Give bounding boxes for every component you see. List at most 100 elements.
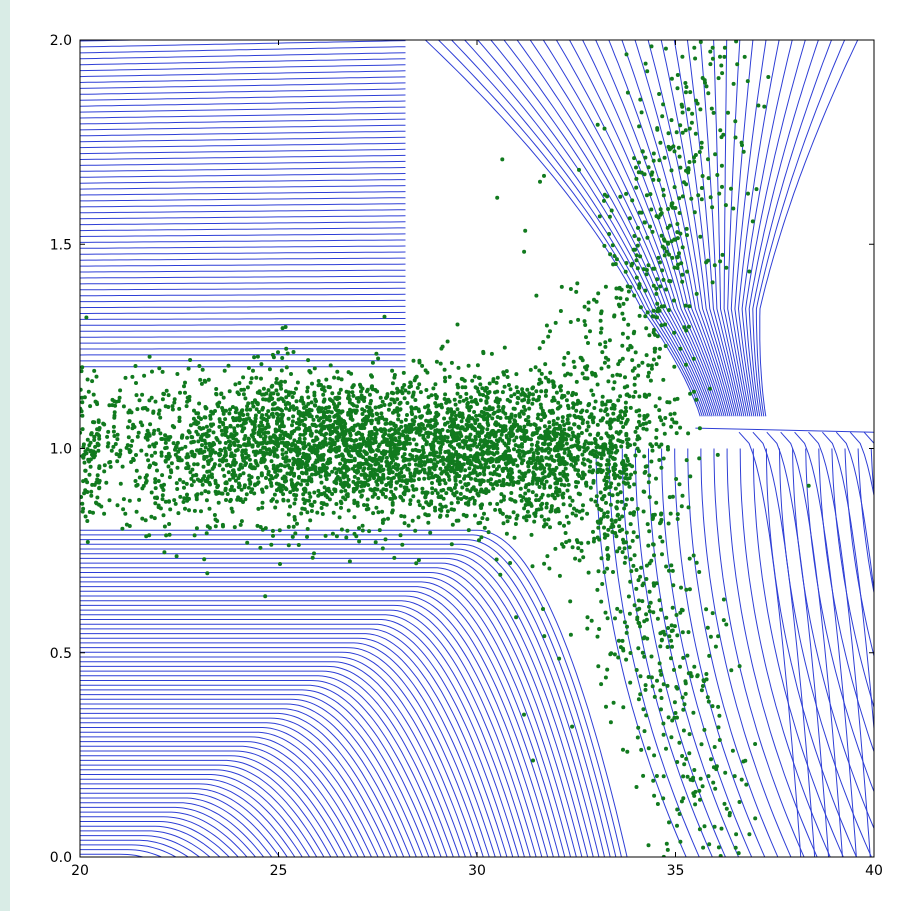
scatter-point-3622: [503, 429, 507, 433]
scatter-point-3478: [532, 422, 536, 426]
scatter-point-3050: [397, 435, 401, 439]
scatter-point-2530: [502, 495, 506, 499]
scatter-point-701: [167, 393, 171, 397]
scatter-point-30: [419, 390, 423, 394]
scatter-point-1959: [202, 557, 206, 561]
scatter-point-4151: [655, 315, 659, 319]
scatter-point-1120: [306, 358, 310, 362]
streamline-126: [425, 40, 700, 416]
scatter-point-4542: [638, 414, 642, 418]
scatter-point-4172: [652, 284, 656, 288]
scatter-point-4541: [680, 55, 684, 59]
scatter-point-4413: [658, 347, 662, 351]
scatter-point-4587: [596, 291, 600, 295]
scatter-point-4403: [677, 196, 681, 200]
scatter-point-3762: [504, 461, 508, 465]
scatter-point-289: [153, 451, 157, 455]
scatter-point-2396: [420, 364, 424, 368]
scatter-point-2669: [443, 376, 447, 380]
scatter-point-3576: [478, 479, 482, 483]
scatter-point-2915: [153, 501, 157, 505]
scatter-point-2895: [422, 477, 426, 481]
scatter-point-314: [226, 492, 230, 496]
scatter-point-1269: [543, 362, 547, 366]
scatter-point-3036: [90, 453, 94, 457]
scatter-point-2883: [147, 465, 151, 469]
scatter-point-4724: [700, 688, 704, 692]
streamline-113: [80, 798, 286, 879]
scatter-point-3460: [491, 442, 495, 446]
scatter-point-717: [456, 496, 460, 500]
scatter-point-3900: [468, 424, 472, 428]
scatter-point-1708: [512, 510, 516, 514]
scatter-point-3348: [449, 416, 453, 420]
scatter-point-236: [176, 466, 180, 470]
scatter-point-3870: [666, 448, 670, 452]
scatter-point-1957: [418, 503, 422, 507]
scatter-point-4098: [653, 267, 657, 271]
scatter-point-4411: [621, 357, 625, 361]
scatter-point-3586: [473, 418, 477, 422]
scatter-point-3932: [635, 535, 639, 539]
scatter-point-2210: [279, 413, 283, 417]
scatter-point-4521: [598, 452, 602, 456]
scatter-point-1379: [443, 392, 447, 396]
scatter-point-4421: [638, 282, 642, 286]
scatter-point-4052: [587, 441, 591, 445]
scatter-point-2711: [328, 419, 332, 423]
scatter-point-3309: [563, 451, 567, 455]
scatter-point-2568: [213, 451, 217, 455]
scatter-point-4277: [596, 432, 600, 436]
scatter-point-2890: [240, 412, 244, 416]
scatter-point-1965: [467, 528, 471, 532]
scatter-point-4274: [676, 263, 680, 267]
scatter-point-3876: [465, 405, 469, 409]
scatter-point-1376: [381, 518, 385, 522]
scatter-point-3911: [559, 433, 563, 437]
scatter-point-413: [280, 369, 284, 373]
streamline-177: [819, 449, 900, 878]
scatter-point-2902: [117, 399, 121, 403]
scatter-point-3593: [589, 486, 593, 490]
scatter-point-4072: [624, 270, 628, 274]
scatter-point-2862: [270, 440, 274, 444]
scatter-point-3389: [434, 430, 438, 434]
scatter-point-3581: [459, 434, 463, 438]
scatter-point-2632: [302, 423, 306, 427]
scatter-point-3696: [505, 436, 509, 440]
scatter-point-913: [177, 407, 181, 411]
scatter-point-3807: [481, 350, 485, 354]
scatter-point-2146: [353, 424, 357, 428]
scatter-point-3272: [687, 505, 691, 509]
scatter-point-4046: [497, 409, 501, 413]
scatter-point-4596: [722, 598, 726, 602]
scatter-point-1419: [110, 403, 114, 407]
scatter-point-2767: [112, 434, 116, 438]
scatter-point-1620: [80, 502, 84, 506]
scatter-point-4366: [742, 150, 746, 154]
scatter-point-3568: [487, 413, 491, 417]
scatter-point-2532: [256, 463, 260, 467]
scatter-point-4693: [522, 250, 526, 254]
scatter-point-2489: [421, 448, 425, 452]
scatter-point-4514: [498, 573, 502, 577]
scatter-point-1215: [335, 534, 339, 538]
scatter-point-4342: [684, 329, 688, 333]
scatter-point-4399: [610, 209, 614, 213]
scatter-point-490: [196, 462, 200, 466]
scatter-point-4012: [497, 473, 501, 477]
scatter-point-3100: [456, 383, 460, 387]
scatter-point-4219: [713, 263, 717, 267]
scatter-point-4588: [633, 603, 637, 607]
scatter-point-4234: [723, 46, 727, 50]
scatter-point-1756: [265, 448, 269, 452]
scatter-point-3332: [580, 431, 584, 435]
scatter-point-2234: [324, 415, 328, 419]
scatter-point-2256: [383, 315, 387, 319]
scatter-point-3711: [536, 456, 540, 460]
scatter-point-1746: [107, 461, 111, 465]
scatter-point-4386: [701, 76, 705, 80]
scatter-point-4485: [531, 564, 535, 568]
scatter-point-4044: [622, 480, 626, 484]
scatter-point-2806: [123, 512, 127, 516]
